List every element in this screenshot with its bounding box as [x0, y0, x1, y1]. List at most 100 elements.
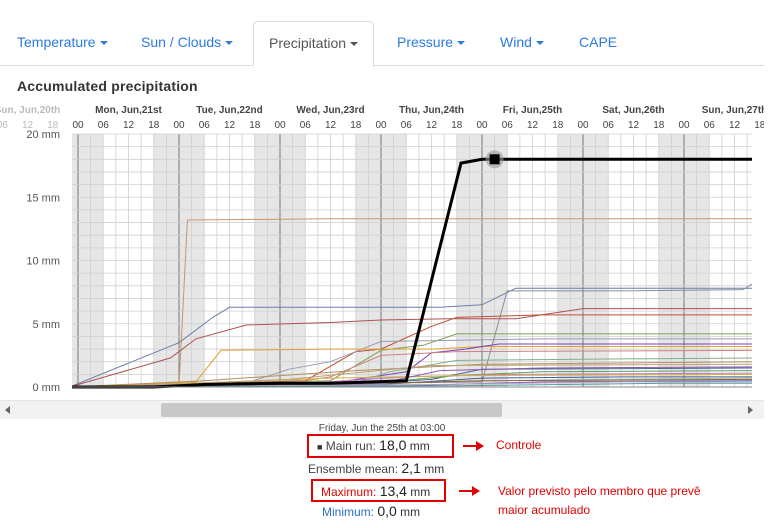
hour-tick-label: 18: [552, 120, 564, 131]
chevron-down-icon: [535, 41, 544, 46]
tab-wind[interactable]: Wind: [500, 20, 544, 65]
chevron-down-icon: [225, 41, 234, 46]
tooltip-date: Friday, Jun the 25th at 03:00: [318, 423, 446, 434]
day-label: Sun, Jun,20th: [0, 105, 60, 116]
hour-tick-label: 12: [729, 120, 741, 131]
hour-tick-label: 00: [678, 120, 690, 131]
maximum-value: 13,4: [379, 483, 407, 499]
control-annotation: Controle: [496, 438, 542, 452]
chevron-down-icon: [99, 41, 108, 46]
night-band: [760, 134, 764, 387]
hour-tick-label: 18: [451, 120, 463, 131]
maximum-annotation-line1: Valor previsto pelo membro que prevê: [498, 484, 701, 498]
minimum-unit: mm: [400, 505, 421, 519]
mean-value: 2,1: [401, 460, 421, 476]
chart-title: Accumulated precipitation: [17, 78, 198, 94]
hour-tick-label: 06: [502, 120, 514, 131]
main-run-highlight-box: [307, 434, 454, 458]
hour-tick-label: 06: [401, 120, 413, 131]
ensemble-member-line: [72, 382, 752, 388]
tab-label: Wind: [500, 34, 532, 50]
y-tick-label: 0 mm: [33, 382, 61, 394]
square-marker-icon: ■: [317, 442, 323, 452]
hour-tick-label: 00: [476, 120, 488, 131]
ensemble-member-line: [72, 361, 752, 388]
hour-tick-label: 18: [249, 120, 261, 131]
main-run-unit: mm: [409, 439, 430, 453]
hour-tick-label: 06: [603, 120, 615, 131]
hour-tick-label: 06: [704, 120, 716, 131]
y-tick-label: 10 mm: [26, 256, 60, 268]
selected-point-marker: [489, 154, 500, 165]
y-tick-label: 15 mm: [26, 192, 60, 204]
chevron-down-icon: [457, 41, 466, 46]
tooltip-main-run: ■ Main run: 18,0 mm: [317, 437, 430, 453]
hour-tick-label: 18: [350, 120, 362, 131]
main-run-line: [72, 157, 752, 389]
hour-tick-label: 06: [0, 120, 8, 131]
tab-label: CAPE: [579, 34, 618, 50]
hour-tick-label: 18: [148, 120, 160, 131]
tab-sun-clouds[interactable]: Sun / Clouds: [141, 20, 234, 65]
tab-cape[interactable]: CAPE: [579, 20, 617, 65]
maximum-annotation-line2: maior acumulado: [498, 503, 591, 517]
minimum-label: Minimum:: [322, 505, 375, 519]
day-label: Sat, Jun,26th: [602, 105, 664, 116]
hour-tick-label: 00: [72, 120, 84, 131]
day-label: Thu, Jun,24th: [399, 105, 464, 116]
tooltip-ensemble-mean: Ensemble mean: 2,1 mm: [308, 460, 444, 476]
day-label: Sun, Jun,27th: [702, 105, 764, 116]
night-band: [0, 134, 2, 387]
precipitation-chart[interactable]: 0 mm 5 mm 10 mm 15 mm 20 mm Sun, Jun,20th Mon,…: [0, 100, 764, 400]
day-label: Wed, Jun,23rd: [296, 105, 364, 116]
hour-tick-label: 06: [300, 120, 312, 131]
tab-precipitation[interactable]: Precipitation: [253, 21, 375, 67]
tooltip-minimum: Minimum: 0,0 mm: [322, 503, 420, 519]
day-label: Mon, Jun,21st: [95, 105, 162, 116]
ensemble-member-line: [72, 287, 752, 387]
mean-label: Ensemble mean:: [308, 462, 399, 476]
ensemble-member-line: [72, 333, 752, 388]
chart-scrollbar[interactable]: [0, 400, 764, 419]
tab-temperature[interactable]: Temperature: [17, 20, 108, 65]
tooltip-maximum: Maximum: 13,4 mm: [321, 483, 430, 499]
hour-tick-label: 12: [224, 120, 236, 131]
hour-tick-label: 12: [325, 120, 337, 131]
maximum-label: Maximum:: [321, 485, 377, 499]
hour-tick-label: 12: [527, 120, 539, 131]
arrow-head-icon: [472, 486, 480, 496]
ensemble-member-line: [72, 381, 752, 388]
tab-label: Sun / Clouds: [141, 34, 222, 50]
hour-tick-label: 18: [47, 120, 59, 131]
y-tick-label: 5 mm: [33, 319, 61, 331]
hour-tick-label: 12: [123, 120, 135, 131]
hour-tick-label: 12: [628, 120, 640, 131]
hour-tick-label: 00: [577, 120, 589, 131]
hour-tick-label: 12: [426, 120, 438, 131]
maximum-unit: mm: [410, 485, 431, 499]
maximum-arrow: [459, 490, 473, 492]
hour-tick-label: 00: [274, 120, 286, 131]
arrow-head-icon: [476, 441, 484, 451]
tab-label: Precipitation: [269, 35, 347, 51]
hour-tick-label: 00: [375, 120, 387, 131]
main-run-value: 18,0: [379, 437, 407, 453]
y-tick-label: 20 mm: [26, 129, 60, 141]
hour-tick-label: 06: [199, 120, 211, 131]
hour-tick-label: 00: [173, 120, 185, 131]
tab-label: Temperature: [17, 34, 96, 50]
ensemble-member-line: [72, 314, 752, 388]
scrollbar-thumb[interactable]: [161, 403, 502, 417]
chevron-down-icon: [350, 42, 359, 47]
scroll-left-icon[interactable]: [5, 406, 10, 414]
scroll-right-icon[interactable]: [748, 406, 753, 414]
tab-pressure[interactable]: Pressure: [397, 20, 466, 65]
ensemble-member-line: [72, 363, 752, 388]
hour-tick-label: 12: [22, 120, 34, 131]
control-arrow: [463, 445, 477, 447]
maximum-highlight-box: [311, 479, 446, 502]
tab-label: Pressure: [397, 34, 454, 50]
hour-tick-label: 18: [754, 120, 764, 131]
day-label: Fri, Jun,25th: [503, 105, 562, 116]
ensemble-member-line: [72, 308, 752, 387]
